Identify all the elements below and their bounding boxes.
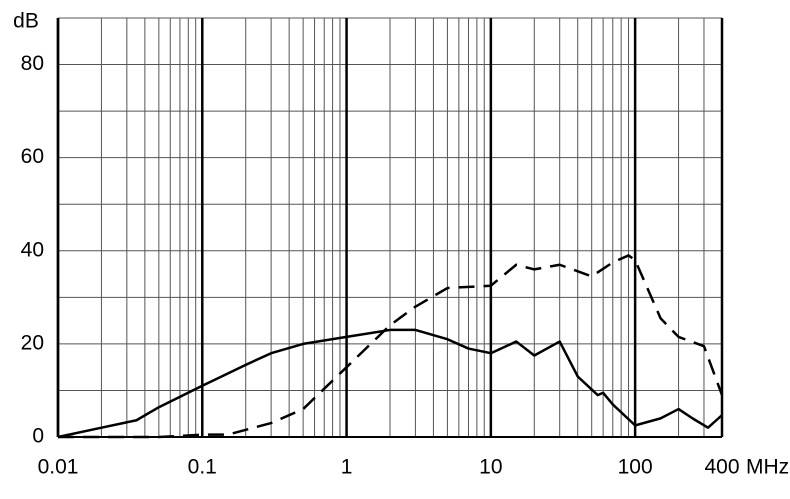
x-tick-label: 0.01	[38, 456, 79, 479]
y-axis-label: dB	[13, 10, 39, 33]
y-tick-label: 0	[32, 425, 44, 448]
x-tick-label: 0.1	[188, 456, 217, 479]
y-tick-label: 60	[21, 145, 44, 168]
x-tick-label: 100	[618, 456, 653, 479]
line-series	[57, 328, 723, 439]
y-tick-label: 40	[21, 238, 44, 261]
y-tick-label: 80	[21, 52, 44, 75]
x-tick-label: 1	[341, 456, 353, 479]
y-tick-label: 20	[21, 331, 44, 354]
x-tick-label: 400	[704, 456, 739, 479]
x-tick-label: 10	[479, 456, 502, 479]
line-series	[58, 254, 724, 439]
x-axis-label: MHz	[746, 456, 789, 479]
